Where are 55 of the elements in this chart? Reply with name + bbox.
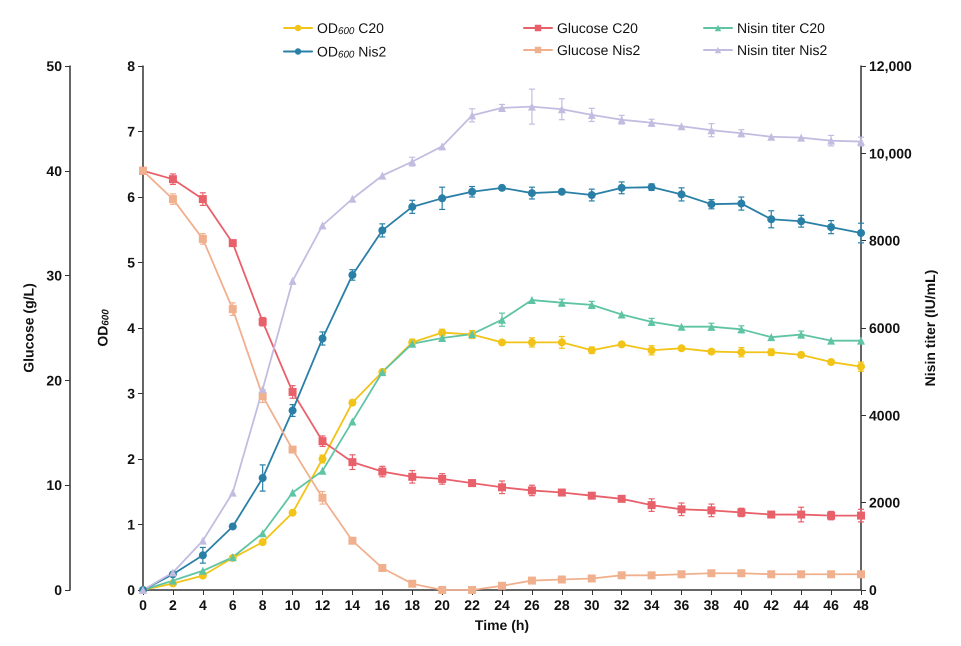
y2-axis-title: Nisin titer (IU/mL): [922, 270, 938, 386]
y3-axis-title: Glucose (g/L): [20, 283, 37, 373]
y2-tick-label: 2000: [869, 494, 900, 511]
x-tick-label: 4: [198, 597, 207, 613]
x-tick-label: 16: [374, 597, 390, 613]
x-tick-label: 38: [704, 597, 720, 613]
x-tick-label: 42: [763, 597, 780, 613]
y-tick-label: 6: [127, 189, 136, 205]
x-tick-label: 36: [674, 597, 690, 613]
y2-tick-label: 4000: [869, 407, 900, 424]
y2-tick-label: 10,000: [869, 145, 912, 162]
y3-tick-label: 20: [46, 372, 62, 388]
y-axis-title: OD600: [94, 308, 112, 347]
x-tick-label: 8: [258, 597, 267, 613]
legend-label: Glucose C20: [557, 20, 638, 36]
x-tick-label: 30: [584, 597, 600, 613]
x-tick-label: 20: [434, 597, 450, 613]
y-tick-label: 5: [127, 254, 136, 270]
x-axis-title: Time (h): [474, 617, 530, 633]
x-tick-label: 14: [344, 597, 360, 613]
x-tick-label: 6: [228, 597, 237, 613]
y3-tick-label: 0: [54, 582, 62, 598]
y-tick-label: 2: [127, 451, 136, 467]
y3-tick-label: 50: [46, 58, 62, 74]
y-tick-label: 0: [127, 582, 136, 598]
legend-label: Nisin titer C20: [737, 20, 826, 36]
y2-tick-label: 8000: [869, 232, 900, 249]
x-tick-label: 18: [404, 597, 420, 613]
y-tick-label: 4: [127, 320, 136, 336]
y3-tick-label: 10: [46, 477, 62, 494]
x-tick-label: 40: [734, 597, 750, 613]
y3-tick-label: 40: [46, 162, 62, 179]
y-tick-label: 3: [127, 386, 136, 402]
x-tick-label: 22: [464, 597, 480, 613]
legend-label: Nisin titer Nis2: [737, 42, 828, 58]
y-tick-label: 1: [127, 516, 136, 532]
y2-tick-label: 6000: [869, 320, 900, 336]
x-tick-label: 12: [314, 597, 330, 613]
y2-tick-label: 12,000: [869, 58, 912, 74]
x-tick-label: 0: [139, 597, 148, 613]
legend-label: Glucose Nis2: [557, 42, 640, 58]
y2-tick-label: 0: [869, 582, 877, 598]
x-tick-label: 44: [793, 597, 810, 613]
y3-tick-label: 30: [46, 268, 62, 284]
x-tick-label: 34: [644, 597, 660, 613]
y-tick-label: 7: [127, 124, 136, 140]
x-tick-label: 32: [614, 597, 630, 613]
y-tick-label: 8: [127, 58, 136, 74]
x-tick-label: 10: [284, 597, 301, 613]
x-tick-label: 24: [494, 597, 510, 613]
x-tick-label: 2: [169, 597, 178, 613]
x-tick-label: 28: [554, 597, 570, 613]
x-tick-label: 26: [524, 597, 540, 613]
x-tick-label: 46: [823, 597, 840, 613]
x-tick-label: 48: [853, 597, 869, 613]
